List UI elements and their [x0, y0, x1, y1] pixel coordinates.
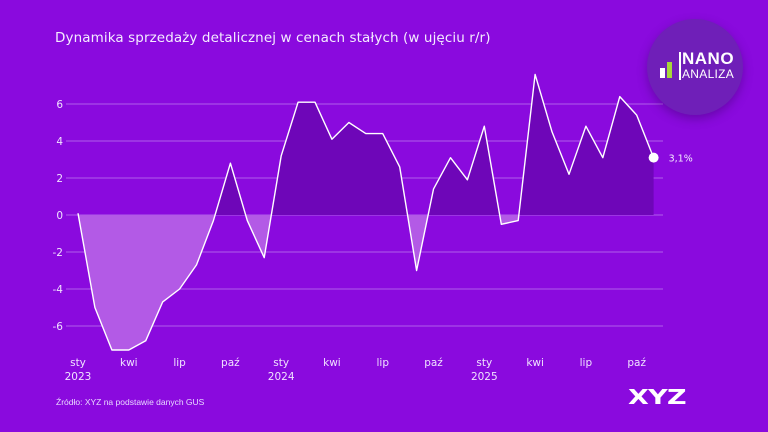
- y-tick-label: 4: [56, 136, 63, 148]
- y-tick-label: 0: [56, 210, 63, 222]
- x-tick-label: sty: [70, 357, 86, 369]
- bar-tall: [679, 52, 681, 80]
- series-line: [77, 73, 655, 351]
- x-tick-label: sty: [273, 357, 289, 369]
- y-axis-ticks: 6 4 2 0 -2 -4 -6: [53, 99, 64, 333]
- bar-accent: [667, 62, 672, 78]
- x-tick-label: paź: [627, 357, 646, 369]
- x-tick-label: lip: [173, 357, 186, 369]
- x-tick-year: 2024: [268, 371, 295, 383]
- y-tick-label: -4: [53, 284, 64, 296]
- y-tick-label: 2: [56, 173, 63, 185]
- x-axis-ticks: sty 2023 kwi lip paź sty 2024 kwi lip paź sty 2025 k…: [65, 357, 647, 383]
- y-tick-label: -2: [53, 247, 63, 259]
- brand-logo: XYZ: [628, 385, 687, 409]
- end-point-marker: [648, 152, 659, 163]
- x-tick-label: kwi: [323, 357, 341, 369]
- end-value-label: 3,1%: [669, 154, 693, 165]
- x-tick-label: paź: [424, 357, 443, 369]
- x-tick-year: 2025: [471, 371, 498, 383]
- x-tick-label: kwi: [526, 357, 544, 369]
- y-tick-label: 6: [56, 99, 63, 111]
- logo-line2: ANALIZA: [682, 67, 735, 81]
- x-tick-label: lip: [376, 357, 389, 369]
- x-tick-label: sty: [476, 357, 492, 369]
- source-note: Źródło: XYZ na podstawie danych GUS: [56, 397, 205, 407]
- x-tick-label: paź: [221, 357, 240, 369]
- area-negative: [78, 215, 654, 350]
- logo-line1: NANO: [682, 49, 735, 68]
- area-positive: [78, 74, 654, 215]
- chart-title: Dynamika sprzedaży detalicznej w cenach …: [55, 30, 491, 46]
- bar-small: [660, 68, 665, 78]
- bars-icon: [660, 56, 680, 78]
- x-tick-label: lip: [580, 357, 593, 369]
- y-tick-label: -6: [53, 321, 64, 333]
- nano-analiza-logo: NANO ANALIZA: [647, 19, 743, 115]
- x-tick-label: kwi: [120, 357, 138, 369]
- x-tick-year: 2023: [65, 371, 92, 383]
